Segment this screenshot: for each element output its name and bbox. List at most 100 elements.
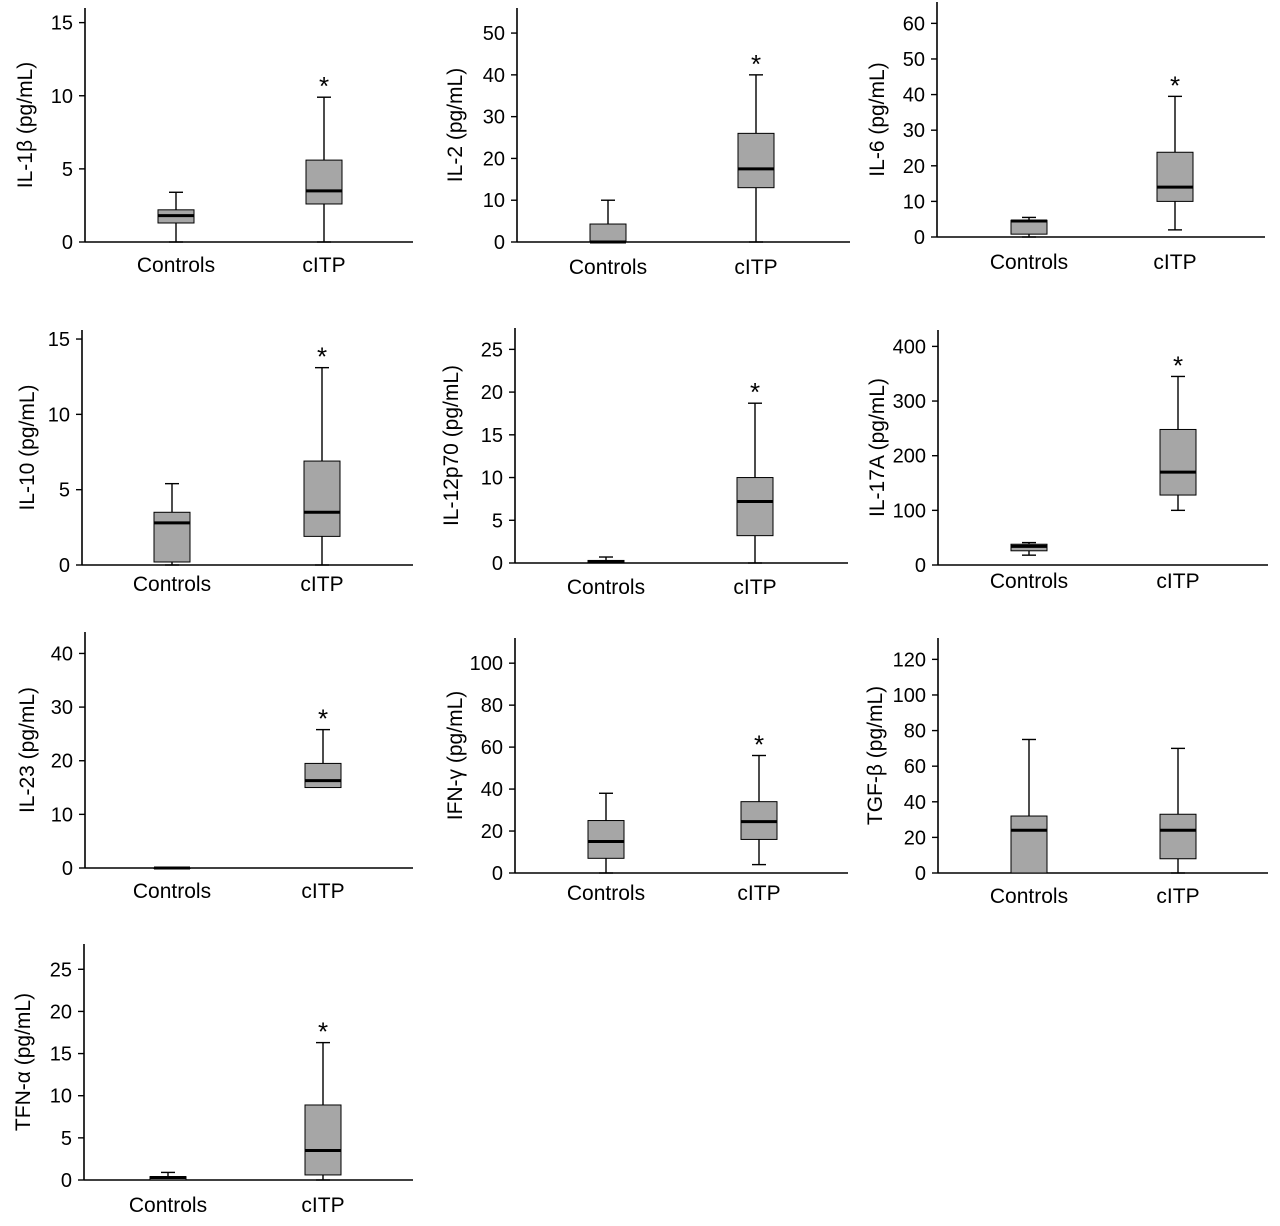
iqr-box <box>153 511 191 563</box>
y-tick-label: 40 <box>904 792 926 814</box>
significance-marker: * <box>318 704 328 734</box>
y-tick-label: 15 <box>481 425 503 447</box>
y-tick-label: 10 <box>483 190 505 212</box>
significance-marker: * <box>317 342 327 372</box>
category-label: cITP <box>301 880 344 903</box>
chart-panel: 0 5 10 15 IL-1β (pg/mL) Controls cITP * <box>14 8 413 277</box>
y-tick-label: 40 <box>481 779 503 801</box>
category-label: Controls <box>137 254 215 277</box>
y-tick-label: 10 <box>50 1086 72 1108</box>
box-citp: * <box>304 704 342 789</box>
chart-panel: 0 10 20 30 40 50 IL-2 (pg/mL) Controls cITP * <box>444 8 850 279</box>
box-citp: * <box>1156 70 1194 231</box>
y-axis-label: TFN-α (pg/mL) <box>12 993 35 1131</box>
category-label: Controls <box>133 573 211 596</box>
y-tick-label: 40 <box>903 85 925 107</box>
significance-marker: * <box>1170 70 1180 100</box>
y-tick-label: 200 <box>893 446 926 468</box>
chart-panel: 0 20 40 60 80 100 120 TGF-β (pg/mL) Controls cITP <box>864 638 1268 908</box>
category-label: cITP <box>300 573 343 596</box>
y-tick-label: 50 <box>483 23 505 45</box>
iqr-box <box>1010 815 1048 874</box>
box-controls <box>589 199 627 244</box>
category-label: Controls <box>129 1194 207 1217</box>
y-tick-label: 15 <box>48 329 70 351</box>
y-tick-label: 15 <box>51 13 73 35</box>
box-citp <box>1159 747 1197 874</box>
iqr-box <box>737 132 775 189</box>
y-tick-label: 10 <box>51 804 73 826</box>
y-tick-label: 50 <box>903 49 925 71</box>
box-citp: * <box>303 342 341 566</box>
category-label: cITP <box>302 254 345 277</box>
box-controls <box>587 792 625 874</box>
significance-marker: * <box>751 49 761 79</box>
y-tick-label: 40 <box>51 643 73 665</box>
y-tick-label: 60 <box>904 756 926 778</box>
iqr-box <box>1156 151 1194 202</box>
y-tick-label: 20 <box>51 751 73 773</box>
y-tick-label: 5 <box>492 510 503 532</box>
box-controls <box>157 191 195 243</box>
y-tick-label: 0 <box>914 227 925 249</box>
y-axis-label: IL-10 (pg/mL) <box>16 384 39 510</box>
iqr-box <box>305 159 343 205</box>
y-axis-label: IFN-γ (pg/mL) <box>444 691 467 821</box>
significance-marker: * <box>754 730 764 760</box>
box-citp: * <box>1159 350 1197 512</box>
y-tick-label: 0 <box>62 232 73 254</box>
y-tick-label: 80 <box>904 721 926 743</box>
category-label: Controls <box>990 885 1068 908</box>
y-tick-label: 5 <box>62 159 73 181</box>
chart-panel: 0 5 10 15 IL-10 (pg/mL) Controls cITP * <box>16 329 413 596</box>
iqr-box <box>304 1104 342 1176</box>
box-citp: * <box>304 1017 342 1181</box>
box-citp: * <box>305 71 343 243</box>
y-tick-label: 30 <box>483 107 505 129</box>
iqr-box <box>304 762 342 789</box>
category-label: cITP <box>1156 570 1199 593</box>
box-citp: * <box>736 377 774 564</box>
category-label: Controls <box>990 570 1068 593</box>
iqr-box <box>589 223 627 243</box>
iqr-box <box>303 460 341 537</box>
category-label: Controls <box>133 880 211 903</box>
y-tick-label: 60 <box>481 737 503 759</box>
significance-marker: * <box>750 377 760 407</box>
y-tick-label: 40 <box>483 65 505 87</box>
box-citp: * <box>737 49 775 243</box>
y-axis-label: IL-17A (pg/mL) <box>866 378 889 517</box>
y-tick-label: 0 <box>915 555 926 577</box>
y-tick-label: 25 <box>481 339 503 361</box>
box-controls <box>149 1171 187 1181</box>
y-axis-label: IL-2 (pg/mL) <box>444 68 467 182</box>
y-tick-label: 15 <box>50 1044 72 1066</box>
box-controls <box>1010 541 1048 556</box>
y-tick-label: 25 <box>50 959 72 981</box>
y-tick-label: 10 <box>51 86 73 108</box>
y-axis-label: IL-6 (pg/mL) <box>866 62 889 176</box>
category-label: Controls <box>567 576 645 599</box>
y-tick-label: 5 <box>61 1128 72 1150</box>
y-tick-label: 60 <box>903 13 925 35</box>
box-controls <box>1010 216 1048 238</box>
y-tick-label: 30 <box>903 120 925 142</box>
significance-marker: * <box>1173 350 1183 380</box>
y-axis-label: IL-1β (pg/mL) <box>14 62 37 188</box>
chart-panel: 0 5 10 15 20 25 TFN-α (pg/mL) Controls cITP * <box>12 944 413 1217</box>
chart-panel: 0 5 10 15 20 25 IL-12p70 (pg/mL) Controls cITP * <box>440 328 848 599</box>
y-tick-label: 0 <box>494 232 505 254</box>
box-controls <box>1010 738 1048 874</box>
y-tick-label: 10 <box>48 404 70 426</box>
y-tick-label: 100 <box>893 500 926 522</box>
box-controls <box>153 482 191 566</box>
category-label: Controls <box>569 256 647 279</box>
box-citp: * <box>740 730 778 866</box>
y-tick-label: 120 <box>893 649 926 671</box>
y-tick-label: 0 <box>61 1170 72 1192</box>
category-label: cITP <box>301 1194 344 1217</box>
y-tick-label: 0 <box>62 858 73 880</box>
category-label: cITP <box>733 576 776 599</box>
